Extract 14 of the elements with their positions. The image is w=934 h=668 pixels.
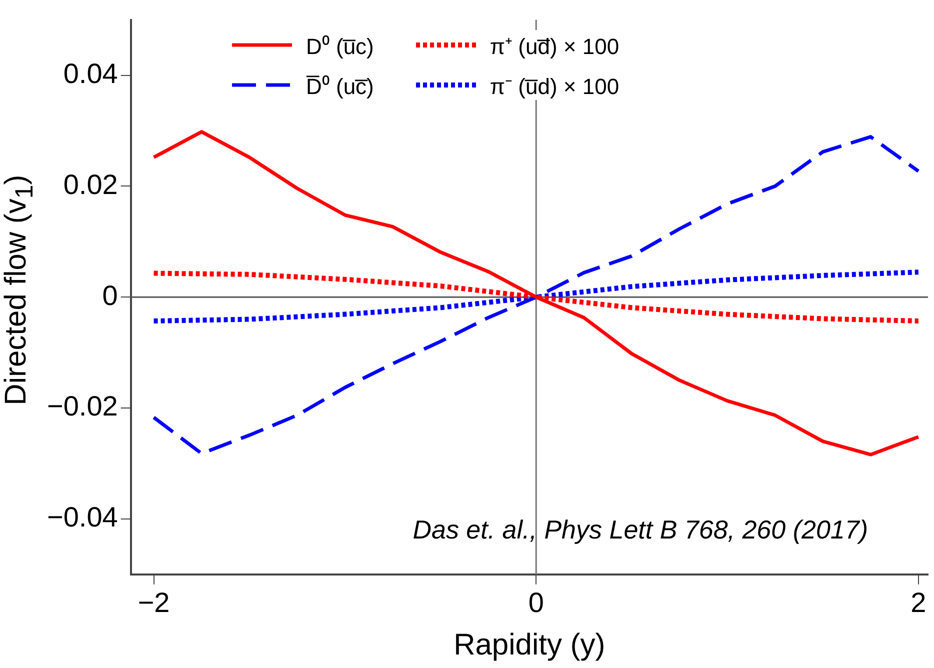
x-tick-label: 0 [528, 586, 544, 618]
legend-label: π⁻ (u̅d) × 100 [490, 73, 620, 100]
legend-label: π⁺ (ud̅) × 100 [490, 33, 620, 60]
y-tick-label: 0.04 [63, 58, 118, 89]
y-tick-label: 0 [102, 280, 118, 311]
legend-label: D⁰ (u̅c) [306, 33, 374, 60]
y-tick-label: −0.04 [46, 502, 118, 533]
y-tick-label: 0.02 [63, 168, 118, 200]
x-axis-title: Rapidity (y) [454, 628, 606, 662]
y-tick-label: −0.02 [46, 390, 118, 422]
annotation: Das et. al., Phys Lett B 768, 260 (2017) [412, 514, 868, 545]
x-tick-label: 2 [910, 586, 926, 618]
legend-label: D̅⁰ (uc̅) [306, 73, 374, 100]
x-tick-label: −2 [138, 586, 170, 618]
